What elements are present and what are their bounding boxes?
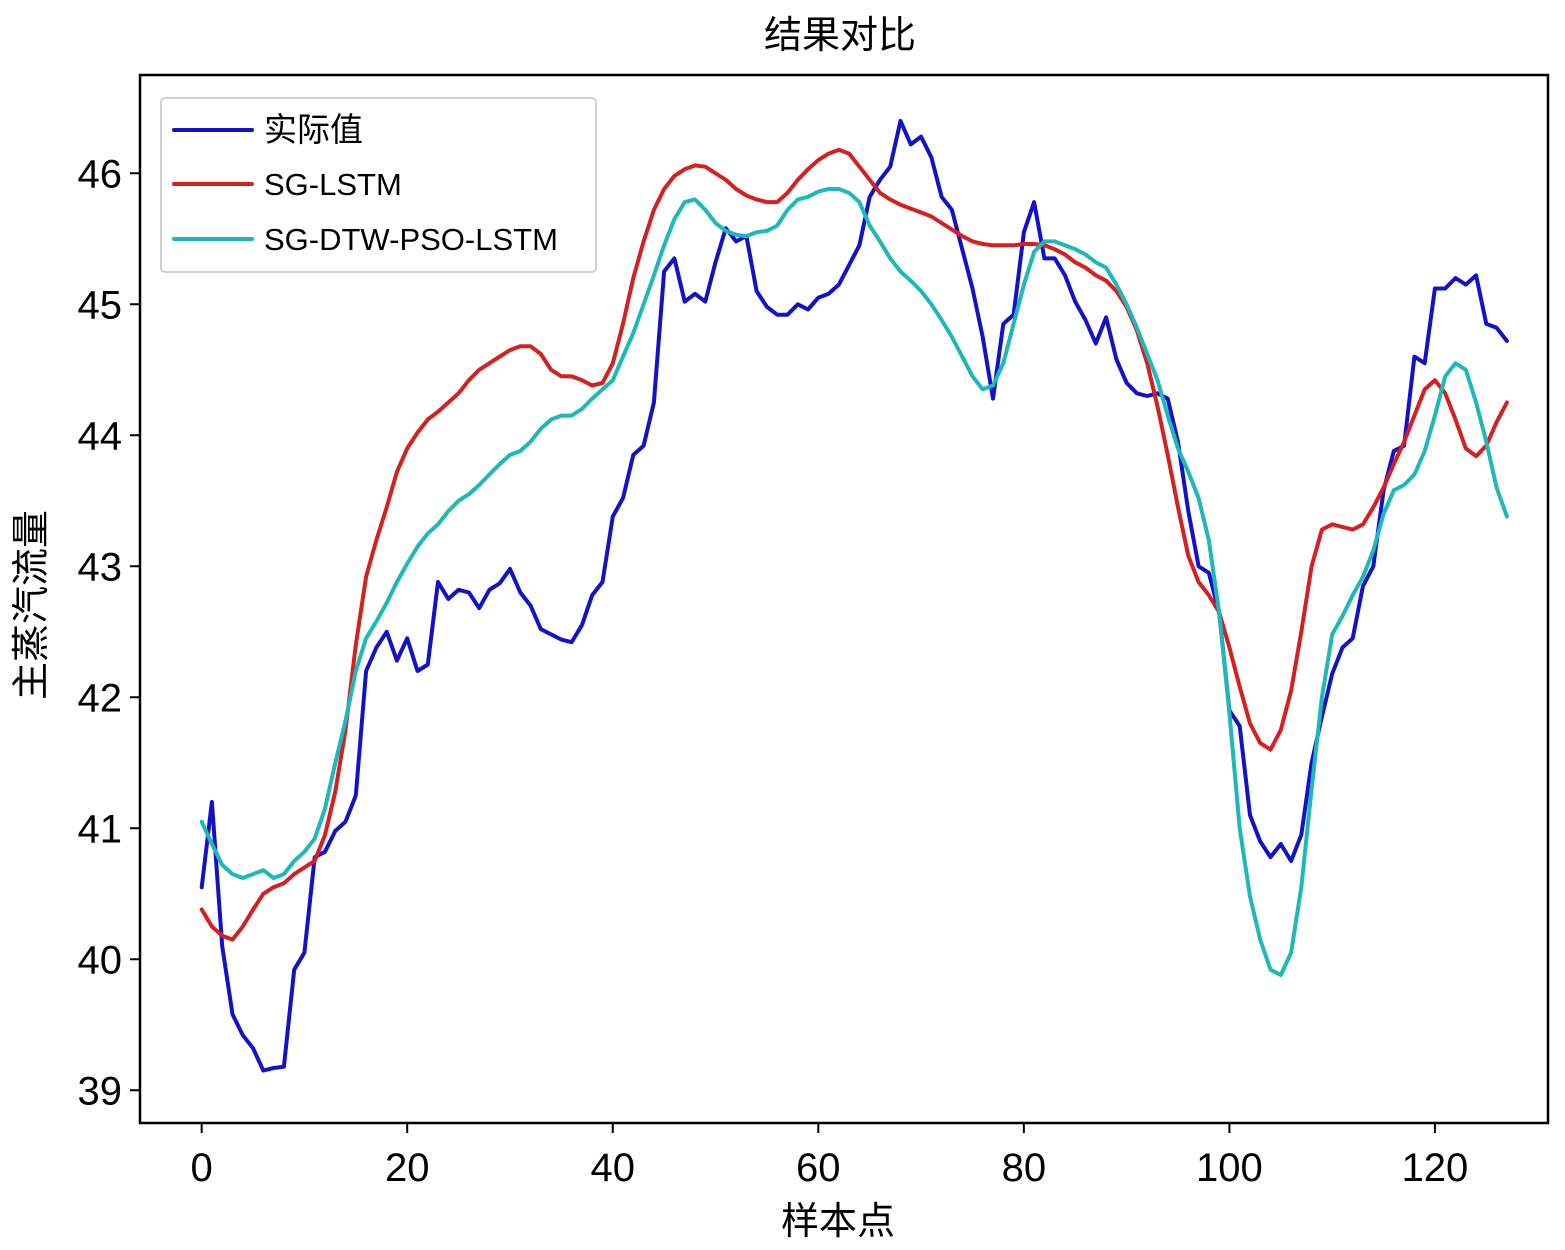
legend-box	[160, 97, 597, 273]
y-tick-label: 42	[78, 676, 123, 720]
x-tick-label: 40	[591, 1146, 636, 1190]
series-line-1	[199, 147, 1509, 942]
legend-items: 实际值 SG-LSTM SG-DTW-PSO-LSTM	[172, 110, 558, 257]
legend: 实际值 SG-LSTM SG-DTW-PSO-LSTM	[160, 97, 597, 273]
y-tick-label: 44	[78, 414, 123, 458]
series-layer	[199, 118, 1509, 1073]
y-tick-label: 43	[78, 545, 123, 589]
y-tick-label: 39	[78, 1069, 123, 1113]
chart-title: 结果对比	[764, 13, 916, 57]
x-tick-label: 80	[1002, 1146, 1047, 1190]
x-tick-label: 60	[796, 1146, 841, 1190]
x-axis-title: 样本点	[781, 1199, 895, 1243]
y-tick-label: 41	[78, 807, 123, 851]
plot-frame	[138, 73, 1550, 1125]
y-axis-title: 主蒸汽流量	[9, 510, 53, 700]
y-tick-label: 45	[78, 283, 123, 327]
legend-label-1: SG-LSTM	[264, 167, 402, 202]
x-tick-label: 120	[1402, 1146, 1469, 1190]
series-line-2	[199, 187, 1509, 977]
y-tick-label: 46	[78, 152, 123, 196]
series-line-0	[199, 118, 1509, 1073]
x-tick-label: 20	[385, 1146, 430, 1190]
x-tick-label: 100	[1196, 1146, 1263, 1190]
x-tick-label: 0	[191, 1146, 213, 1190]
x-axis: 0 20 40 60 80 100 120	[191, 1123, 1469, 1190]
legend-label-0: 实际值	[264, 110, 363, 149]
legend-label-2: SG-DTW-PSO-LSTM	[264, 222, 558, 257]
y-tick-label: 40	[78, 938, 123, 982]
y-axis: 39 40 41 42 43 44 45 46	[78, 152, 140, 1113]
